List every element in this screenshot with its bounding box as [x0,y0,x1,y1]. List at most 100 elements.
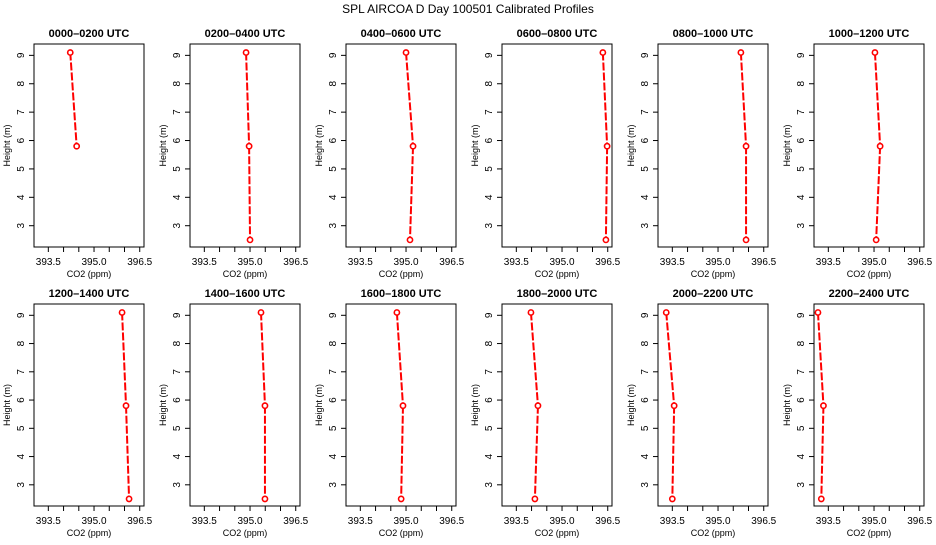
panel: 1000–1200 UTC 393.5 395.0 396.5 3 4 5 6 7 8 9 CO2 (… [782,28,933,279]
data-point [814,309,822,316]
y-tick-label: 9 [16,312,27,318]
y-tick-label: 9 [16,52,27,58]
y-tick-label: 5 [640,166,651,172]
data-point [66,49,74,56]
x-tick-label: 396.5 [127,516,152,527]
profile-segment [816,312,825,406]
panel-title: 1000–1200 UTC [829,28,910,40]
panel: 0000–0200 UTC 393.5 395.0 396.5 3 4 5 6 7 8 9 CO2 (… [2,28,153,279]
data-point [876,142,884,150]
profile-segment [408,146,415,240]
y-tick-label: 9 [172,52,183,58]
data-point [527,309,535,316]
x-axis-label: CO2 (ppm) [847,269,892,279]
y-tick-label: 5 [484,425,495,431]
x-axis-label: CO2 (ppm) [535,528,580,538]
x-tick-label: 395.0 [550,516,575,527]
y-tick-label: 5 [328,425,339,431]
y-tick-label: 6 [172,397,183,403]
y-tick-label: 5 [484,166,495,172]
y-tick-label: 4 [640,453,651,459]
y-tick-label: 7 [328,369,339,375]
data-point [122,402,130,410]
plot-frame [345,303,457,507]
x-tick-label: 396.5 [595,516,620,527]
x-tick-label: 395.0 [238,257,263,268]
y-tick-label: 8 [172,340,183,346]
y-tick-label: 3 [484,222,495,228]
y-tick-label: 9 [796,52,807,58]
y-tick-label: 8 [796,81,807,87]
y-tick-label: 6 [172,137,183,143]
data-point [820,402,827,410]
x-tick-label: 393.5 [504,516,529,527]
data-point [257,309,265,316]
plot-frame [813,43,925,248]
data-point [246,236,254,244]
data-point [531,495,539,503]
y-tick-label: 7 [172,369,183,375]
x-tick-label: 393.5 [348,516,373,527]
y-tick-label: 8 [484,81,495,87]
y-tick-label: 3 [484,482,495,488]
panel-title: 1400–1600 UTC [205,288,286,300]
x-tick-label: 396.5 [907,516,932,527]
profile-segment [248,146,252,240]
y-tick-label: 7 [172,109,183,115]
profile-segment [121,312,128,406]
data-point [406,236,414,244]
x-tick-label: 396.5 [127,257,152,268]
y-tick-label: 5 [796,425,807,431]
y-tick-label: 3 [640,482,651,488]
y-axis-label: Height (m) [470,384,480,426]
x-axis-label: CO2 (ppm) [691,269,736,279]
y-tick-label: 6 [16,397,27,403]
x-tick-label: 395.0 [82,516,107,527]
y-tick-label: 8 [484,340,495,346]
x-tick-label: 393.5 [36,516,61,527]
x-tick-label: 396.5 [595,257,620,268]
y-tick-label: 4 [16,453,27,459]
panel-title: 0800–1000 UTC [673,28,754,40]
profile-segment [533,405,539,499]
data-point [261,495,269,503]
y-tick-label: 9 [484,52,495,58]
panel-title: 1800–2000 UTC [517,288,598,300]
y-tick-label: 8 [328,340,339,346]
y-tick-label: 7 [640,369,651,375]
y-tick-label: 4 [328,453,339,459]
y-axis-label: Height (m) [158,384,168,426]
y-tick-label: 6 [484,397,495,403]
plot-frame [189,43,301,248]
x-axis-label: CO2 (ppm) [67,269,112,279]
y-tick-label: 4 [328,194,339,200]
plot-frame [813,303,925,507]
data-point [872,236,880,244]
y-tick-label: 3 [640,222,651,228]
plot-frame [501,43,613,248]
data-point [602,236,610,244]
panel-title: 0000–0200 UTC [49,28,130,40]
profile-segment [529,312,539,406]
plot-frame [345,43,457,248]
y-tick-label: 4 [16,194,27,200]
x-tick-label: 393.5 [816,257,841,268]
data-point [603,142,611,150]
panel-title: 0400–0600 UTC [361,28,442,40]
x-tick-label: 393.5 [660,257,685,268]
x-axis-label: CO2 (ppm) [67,528,112,538]
x-tick-label: 395.0 [862,516,887,527]
y-axis-label: Height (m) [782,124,792,166]
panel-title: 2000–2200 UTC [673,288,754,300]
data-point [245,142,253,150]
profile-segment [400,405,404,499]
y-axis-label: Height (m) [314,124,324,166]
y-tick-label: 3 [796,482,807,488]
profile-segment [245,52,251,147]
panel: 2000–2200 UTC 393.5 395.0 396.5 3 4 5 6 7 8 9 CO2 (… [626,288,777,538]
y-tick-label: 5 [16,166,27,172]
x-tick-label: 393.5 [36,257,61,268]
data-point [393,309,401,316]
profile-segment [873,52,882,147]
x-tick-label: 396.5 [439,516,464,527]
